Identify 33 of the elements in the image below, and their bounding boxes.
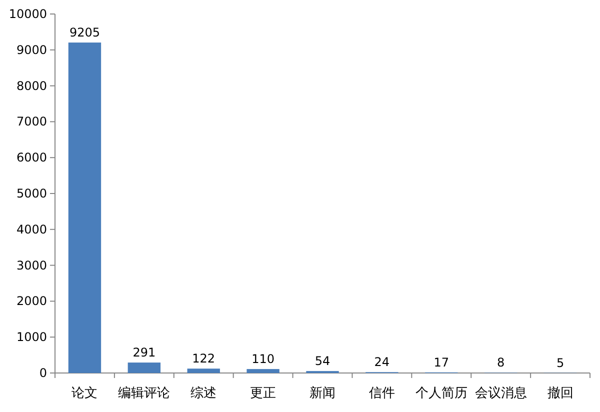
y-tick-label: 8000 — [16, 78, 47, 93]
data-label: 24 — [374, 355, 390, 370]
x-tick-label: 综述 — [190, 386, 217, 401]
y-tick-label: 7000 — [16, 114, 47, 129]
bar — [128, 362, 161, 373]
y-tick-label: 9000 — [16, 42, 47, 57]
bar — [187, 368, 220, 373]
data-label: 17 — [434, 355, 450, 370]
data-label: 54 — [314, 354, 330, 368]
data-label: 291 — [132, 346, 156, 360]
y-tick-label: 6000 — [16, 150, 47, 165]
x-tick-label: 信件 — [368, 386, 395, 401]
x-tick-label: 论文 — [72, 386, 98, 401]
data-label: 122 — [192, 352, 216, 366]
y-tick-label: 3000 — [16, 258, 47, 272]
data-label: 110 — [252, 352, 275, 366]
x-tick-label: 撤回 — [547, 386, 574, 401]
x-tick-label: 会议消息 — [474, 386, 527, 401]
y-tick-label: 10000 — [8, 7, 47, 21]
y-tick-label: 0 — [39, 366, 47, 380]
bar — [68, 42, 102, 373]
x-tick-label: 更正 — [250, 386, 276, 401]
data-label: 9205 — [69, 26, 100, 40]
data-label: 5 — [556, 356, 564, 370]
y-tick-label: 1000 — [16, 330, 47, 344]
y-tick-label: 2000 — [16, 294, 47, 308]
x-tick-label: 个人简历 — [415, 386, 468, 401]
data-label: 8 — [497, 356, 505, 370]
y-tick-label: 4000 — [16, 222, 47, 236]
x-tick-label: 新闻 — [310, 386, 336, 401]
bar — [246, 369, 280, 373]
x-tick-label: 编辑评论 — [118, 386, 170, 401]
y-tick-label: 5000 — [16, 186, 47, 200]
